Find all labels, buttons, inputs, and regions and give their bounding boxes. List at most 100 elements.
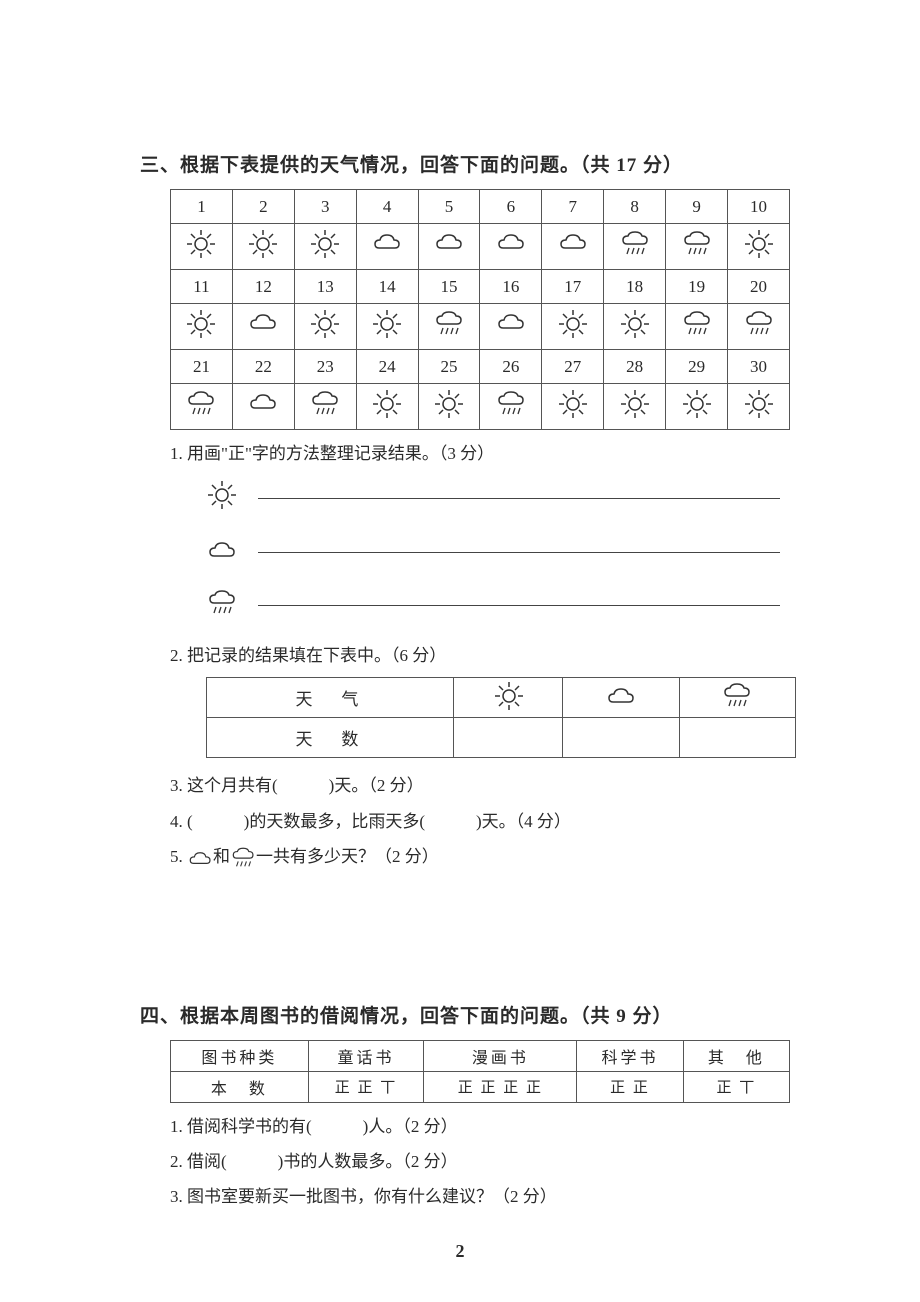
sun-icon (371, 388, 403, 420)
q3-5-mid: 和 (213, 847, 230, 866)
weather-cell (418, 224, 480, 270)
result-header-sun (453, 678, 562, 718)
day-cell: 3 (294, 190, 356, 224)
weather-cell (356, 384, 418, 430)
weather-cell (480, 224, 542, 270)
book-t3: 正 丅 (683, 1071, 789, 1102)
tally-rain-line (206, 587, 780, 624)
day-cell: 4 (356, 190, 418, 224)
q3-3: 3. 这个月共有( )天。（2 分） (170, 772, 780, 799)
day-cell: 21 (171, 350, 233, 384)
day-cell: 27 (542, 350, 604, 384)
weather-cell (171, 384, 233, 430)
rain-icon (681, 228, 713, 260)
result-table: 天 气 天 数 (206, 677, 796, 758)
q3-5-suffix: 一共有多少天？（2 分） (256, 847, 439, 866)
sun-icon (185, 308, 217, 340)
weather-cell (294, 224, 356, 270)
day-cell: 16 (480, 270, 542, 304)
rain-icon (743, 308, 775, 340)
weather-cell (666, 304, 728, 350)
book-t0: 正 正 丅 (308, 1071, 423, 1102)
day-cell: 6 (480, 190, 542, 224)
book-h2: 漫画书 (424, 1040, 577, 1071)
sun-icon (557, 388, 589, 420)
sun-icon (743, 228, 775, 260)
book-h1: 童话书 (308, 1040, 423, 1071)
weather-cell (232, 304, 294, 350)
section4-title: 四、根据本周图书的借阅情况，回答下面的问题。（共 9 分） (140, 1001, 780, 1028)
cloud-icon (206, 536, 240, 564)
q3-2: 2. 把记录的结果填在下表中。（6 分） (170, 642, 780, 669)
q4-2: 2. 借阅( )书的人数最多。（2 分） (170, 1148, 780, 1175)
day-cell: 24 (356, 350, 418, 384)
day-cell: 9 (666, 190, 728, 224)
weather-cell (418, 384, 480, 430)
sun-icon (433, 388, 465, 420)
section3-title: 三、根据下表提供的天气情况，回答下面的问题。（共 17 分） (140, 150, 780, 177)
weather-cell (728, 384, 790, 430)
sun-icon (681, 388, 713, 420)
weather-cell (542, 224, 604, 270)
result-cell-sun (453, 718, 562, 758)
rain-icon (433, 308, 465, 340)
cloud-icon (371, 228, 403, 260)
sun-icon (557, 308, 589, 340)
sun-icon (206, 479, 240, 513)
day-cell: 10 (728, 190, 790, 224)
weather-calendar-table: 12345678910 11121314151617181920 2122232… (170, 189, 790, 430)
day-cell: 25 (418, 350, 480, 384)
weather-cell (604, 304, 666, 350)
q3-1: 1. 用画"正"字的方法整理记录结果。（3 分） (170, 440, 780, 467)
weather-cell (171, 304, 233, 350)
result-header-rain (679, 678, 795, 718)
weather-cell (604, 224, 666, 270)
rain-icon (495, 388, 527, 420)
sun-icon (619, 388, 651, 420)
book-row2-label: 本 数 (171, 1071, 309, 1102)
day-cell: 5 (418, 190, 480, 224)
day-cell: 1 (171, 190, 233, 224)
day-cell: 22 (232, 350, 294, 384)
weather-cell (542, 304, 604, 350)
day-cell: 20 (728, 270, 790, 304)
weather-cell (728, 224, 790, 270)
sun-icon (185, 228, 217, 260)
day-cell: 18 (604, 270, 666, 304)
weather-cell (356, 304, 418, 350)
sun-icon (309, 228, 341, 260)
rain-icon (681, 308, 713, 340)
result-cell-cloud (563, 718, 679, 758)
result-header-cloud (563, 678, 679, 718)
book-h4: 其 他 (683, 1040, 789, 1071)
cloud-icon (495, 308, 527, 340)
page-number: 2 (456, 1241, 465, 1262)
weather-cell (728, 304, 790, 350)
sun-icon (743, 388, 775, 420)
book-t1: 正 正 正 正 (424, 1071, 577, 1102)
day-cell: 17 (542, 270, 604, 304)
day-cell: 15 (418, 270, 480, 304)
day-cell: 12 (232, 270, 294, 304)
cloud-icon (247, 388, 279, 420)
day-cell: 30 (728, 350, 790, 384)
sun-icon (309, 308, 341, 340)
day-cell: 23 (294, 350, 356, 384)
rain-icon (309, 388, 341, 420)
q4-1: 1. 借阅科学书的有( )人。（2 分） (170, 1113, 780, 1140)
weather-cell (542, 384, 604, 430)
weather-cell (232, 224, 294, 270)
rain-icon (230, 845, 256, 871)
day-cell: 7 (542, 190, 604, 224)
weather-cell (294, 304, 356, 350)
weather-cell (666, 384, 728, 430)
day-cell: 19 (666, 270, 728, 304)
book-table: 图书种类 童话书 漫画书 科学书 其 他 本 数 正 正 丅 正 正 正 正 正… (170, 1040, 790, 1103)
tally-cloud-line (206, 536, 780, 569)
cloud-icon (187, 847, 213, 869)
sun-icon (247, 228, 279, 260)
day-cell: 29 (666, 350, 728, 384)
weather-cell (480, 384, 542, 430)
weather-cell (604, 384, 666, 430)
cloud-icon (495, 228, 527, 260)
